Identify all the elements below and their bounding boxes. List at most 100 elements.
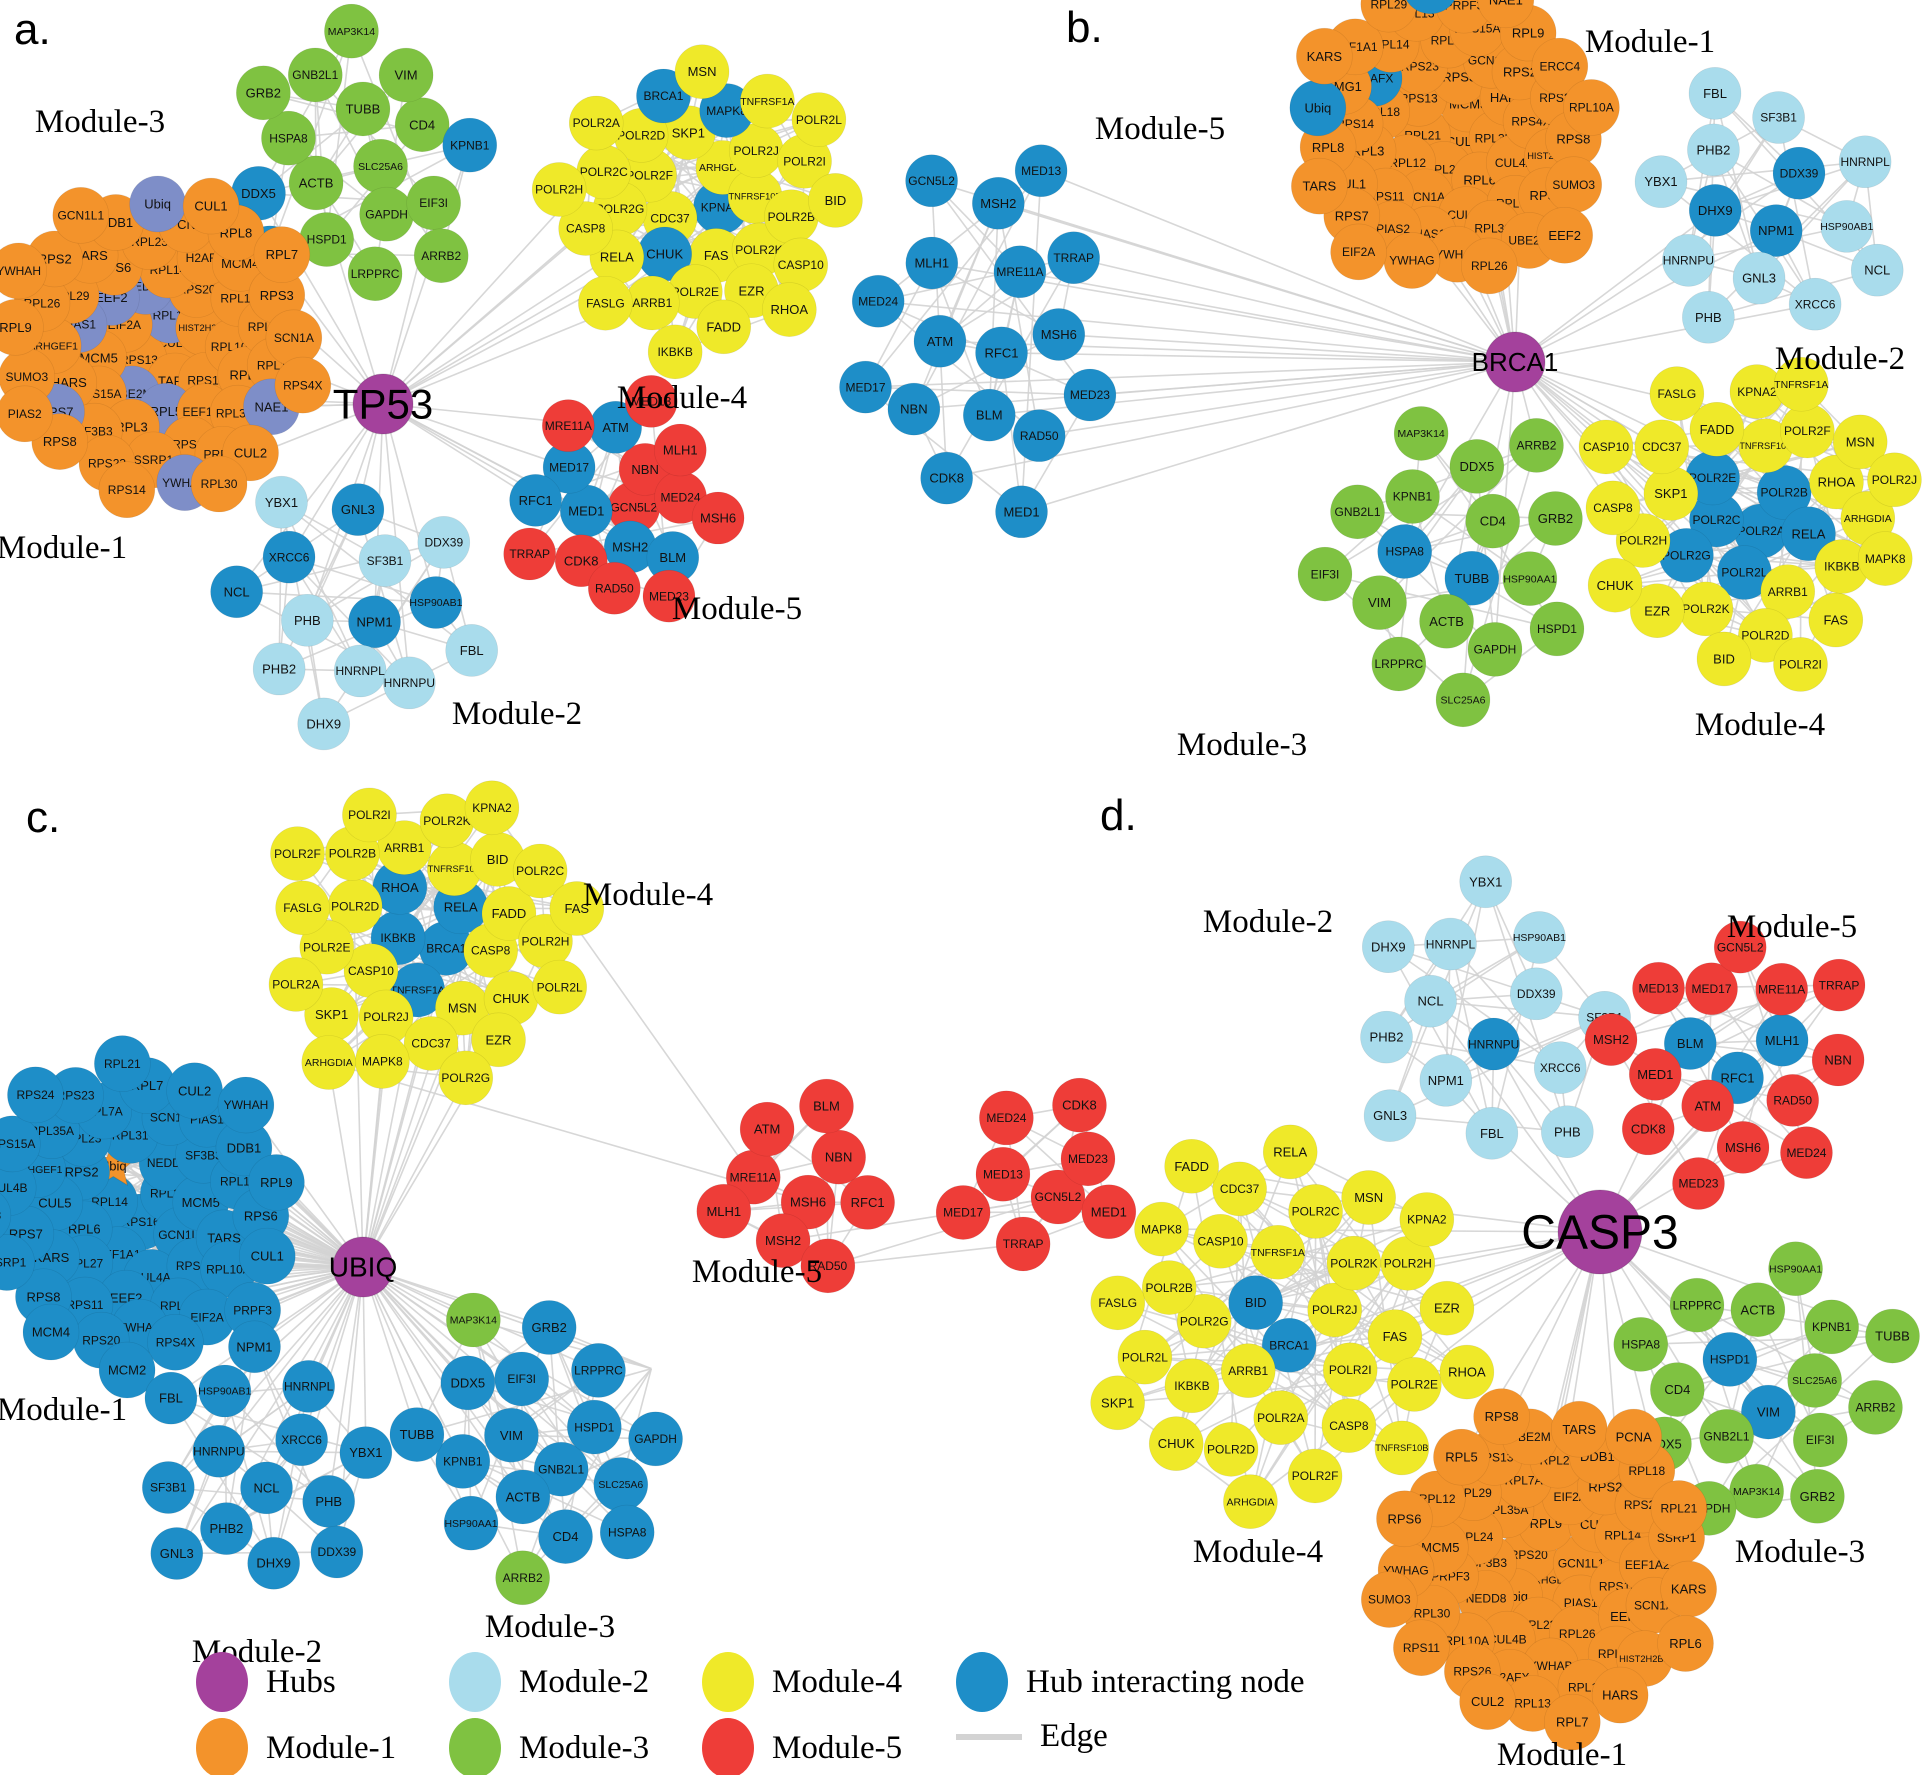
node-label: HSP90AB1	[1513, 932, 1566, 944]
node-label: MED24	[1786, 1146, 1826, 1160]
node-label: RPL8	[1312, 140, 1345, 155]
node-IKBKB: IKBKB	[1164, 1358, 1220, 1414]
node-DHX9: DHX9	[1688, 184, 1742, 237]
node-label: POLR2F	[1292, 1469, 1339, 1483]
node-label: HSPA8	[269, 131, 308, 145]
node-label: CDK8	[1062, 1098, 1097, 1113]
node-FASLG: FASLG	[1090, 1275, 1146, 1331]
node-label: EZR	[1434, 1301, 1460, 1316]
node-label: FAS	[704, 248, 729, 263]
node-label: CHUK	[646, 247, 683, 262]
legend-label: Edge	[1040, 1718, 1108, 1754]
module-label-b-m2: Module-2	[1775, 341, 1905, 377]
node-label: POLR2G	[441, 1071, 490, 1085]
node-POLR2J: POLR2J	[1867, 452, 1922, 508]
legend-label: Module-5	[772, 1729, 903, 1766]
node-label: MSH2	[1593, 1032, 1629, 1047]
node-label: RELA	[600, 249, 634, 264]
node-MED1: MED1	[560, 484, 613, 538]
node-RPL7: RPL7	[253, 226, 311, 283]
node-label: POLR2C	[580, 165, 628, 179]
node-label: NBN	[825, 1150, 852, 1165]
node-YBX1: YBX1	[1634, 155, 1688, 208]
node-KARS: KARS	[1660, 1560, 1717, 1618]
legend-item-edge: Edge	[956, 1718, 1108, 1755]
module-label-d-m5: Module-5	[1727, 909, 1857, 945]
node-CHUK: CHUK	[1587, 557, 1643, 613]
node-NBN: NBN	[811, 1129, 866, 1185]
node-label: PRPF3	[233, 1303, 272, 1317]
node-RPL30: RPL30	[190, 455, 248, 513]
node-ATM: ATM	[1681, 1079, 1734, 1133]
node-EZR: EZR	[1630, 583, 1685, 639]
node-label: ARRB2	[421, 249, 461, 263]
node-label: TNFRSF1A	[740, 96, 794, 108]
node-POLR2C: POLR2C	[512, 843, 568, 899]
node-POLR2I: POLR2I	[777, 133, 832, 189]
node-POLR2F: POLR2F	[1780, 403, 1835, 459]
node-HSP90AB1: HSP90AB1	[409, 576, 463, 629]
node-label: RPL18	[0, 1209, 2, 1223]
node-CUL4B: CUL4B	[0, 1159, 37, 1217]
node-label: SKP1	[1654, 486, 1687, 501]
node-ACTB: ACTB	[288, 155, 344, 211]
node-SUMO3: SUMO3	[1545, 156, 1603, 214]
node-label: GCN1L1	[57, 209, 104, 223]
node-label: RPL8	[220, 225, 253, 240]
node-POLR2L: POLR2L	[532, 959, 587, 1015]
node-LRPPRC: LRPPRC	[1669, 1277, 1725, 1333]
node-label: YWHAH	[224, 1098, 269, 1112]
node-label: RPL18	[1628, 1464, 1665, 1478]
node-label: POLR2E	[303, 940, 350, 954]
node-label: IKBKB	[380, 931, 415, 945]
module-1-swatch	[196, 1718, 248, 1775]
node-label: SKP1	[672, 125, 705, 140]
node-label: CD4	[553, 1529, 579, 1544]
node-label: RFC1	[519, 493, 553, 508]
node-label: TNFRSF10B	[1375, 1443, 1428, 1453]
node-DDX39: DDX39	[1772, 146, 1826, 200]
node-BID: BID	[808, 173, 863, 228]
node-label: CDK8	[564, 553, 599, 568]
node-Ubiq: Ubiq	[1289, 79, 1347, 137]
node-label: GRB2	[1800, 1489, 1835, 1504]
module-label-c-m1: Module-1	[0, 1392, 127, 1428]
node-label: DDX5	[450, 1375, 485, 1390]
node-PHB: PHB	[302, 1475, 355, 1528]
module-label-d-m4: Module-4	[1193, 1534, 1323, 1570]
node-RHOA: RHOA	[762, 282, 817, 337]
node-label: CHUK	[493, 991, 530, 1006]
module-5-swatch	[702, 1718, 754, 1775]
node-label: KPNB1	[443, 1455, 483, 1469]
node-KARS: KARS	[1296, 27, 1353, 85]
node-label: HIST2H2BE	[1619, 1654, 1670, 1664]
node-label: YBX1	[1469, 874, 1502, 889]
node-label: RPL9	[260, 1175, 293, 1190]
node-label: GRB2	[246, 85, 281, 100]
module-label-c-m4: Module-4	[583, 877, 713, 913]
node-MSH2: MSH2	[1584, 1013, 1638, 1066]
node-label: PHB2	[262, 662, 296, 677]
node-label: CUL1	[194, 199, 227, 214]
node-TRRAP: TRRAP	[503, 527, 556, 581]
legend-label: Module-4	[772, 1663, 903, 1700]
node-label: CD4	[1664, 1382, 1690, 1397]
node-TARS: TARS	[1291, 157, 1348, 215]
node-CDK8: CDK8	[1621, 1102, 1675, 1156]
node-label: KARS	[1307, 49, 1343, 64]
node-CDK8: CDK8	[1052, 1077, 1107, 1133]
node-label: POLR2I	[348, 808, 391, 822]
node-label: FAS	[1383, 1329, 1408, 1344]
node-label: KPNA2	[472, 801, 512, 815]
node-label: BLM	[1677, 1036, 1704, 1051]
node-label: RELA	[1792, 526, 1826, 541]
node-YBX1: YBX1	[255, 475, 308, 529]
node-label: CUL2	[1471, 1694, 1504, 1709]
node-label: PHB	[294, 613, 321, 628]
node-MAPK8: MAPK8	[1857, 531, 1913, 586]
node-MED13: MED13	[624, 375, 678, 428]
node-FBL: FBL	[1688, 67, 1742, 120]
node-label: GNB2L1	[1335, 505, 1381, 519]
node-label: MSN	[688, 64, 717, 79]
node-label: RHOA	[771, 302, 809, 317]
